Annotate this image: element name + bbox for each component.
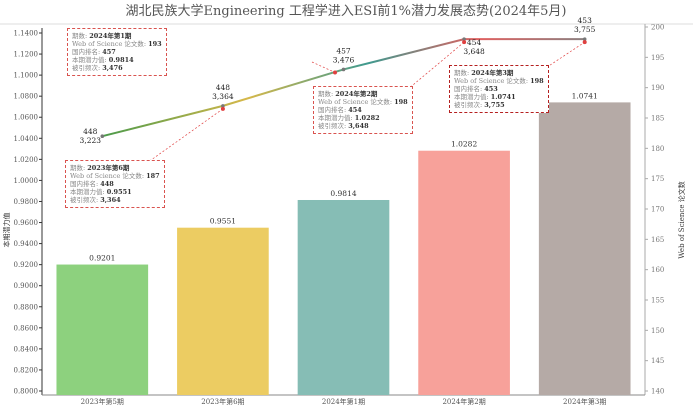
connector-arrow-icon [462,40,467,45]
citation-label: 3,476 [333,55,355,64]
x-tick-label: 2024年第1期 [322,397,365,406]
y2-tick-label: 165 [651,236,664,244]
y2-tick-label: 195 [651,54,664,62]
y-tick-label: 0.9800 [14,198,39,206]
citation-label: 3,755 [574,25,596,34]
rank-label: 457 [336,46,351,55]
y2-tick-label: 145 [651,357,664,365]
y2-tick-label: 140 [651,388,664,396]
tooltip-2024-2: 期数: 2024年第2期 Web of Science 论文数: 198 国内排… [313,86,413,134]
y2-tick-label: 180 [651,145,664,153]
y2-tick-label: 190 [651,84,664,92]
bar-label: 1.0282 [451,140,477,149]
line-point [582,37,587,41]
citation-label: 3,648 [463,47,485,56]
y2-tick-label: 185 [651,115,664,123]
citation-label: 3,364 [212,92,234,101]
bar [538,102,631,395]
x-tick-label: 2024年第2期 [442,397,485,406]
rank-label: 448 [216,83,231,92]
y-tick-label: 0.8600 [14,324,39,332]
y2-axis-label: Web of Science 论文数 [677,181,686,258]
bar-label: 0.9814 [330,189,356,198]
bar-label: 0.9551 [210,217,236,226]
tooltip-connector [311,61,336,73]
y2-tick-label: 175 [651,175,664,183]
x-tick-label: 2023年第5期 [81,397,124,406]
tooltip-2023-6: 期数: 2023年第6期 Web of Science 论文数: 187 国内排… [65,160,165,208]
bar [297,199,390,395]
y-tick-label: 0.9000 [14,282,39,290]
tooltip-2024-1: 期数: 2024年第1期 Web of Science 论文数: 193 国内排… [67,28,167,76]
line-point [221,104,225,108]
rank-label: 448 [83,127,98,136]
y-tick-label: 1.0800 [14,93,39,101]
chart-title: 湖北民族大学Engineering 工程学进入ESI前1%潜力发展态势(2024… [126,3,567,19]
citation-label: 3,223 [80,136,102,145]
y-tick-label: 1.1000 [14,72,39,80]
y2-tick-label: 200 [651,24,664,32]
bar [177,227,269,395]
line-point [100,134,105,138]
y2-tick-label: 155 [651,297,664,305]
tooltip-2024-3: 期数: 2024年第3期 Web of Science 论文数: 198 国内排… [449,65,549,113]
y-tick-label: 0.8400 [14,345,39,353]
y-tick-label: 1.1200 [14,51,39,59]
x-tick-label: 2024年第3期 [563,397,606,406]
y-tick-label: 1.0400 [14,135,39,143]
y2-tick-label: 160 [651,266,664,274]
y-tick-label: 0.8200 [14,366,39,374]
bar-label: 1.0741 [572,91,598,100]
connector-arrow-icon [582,40,587,45]
connector-arrow-icon [333,70,337,75]
y-tick-label: 1.1400 [14,30,39,38]
line-point [341,67,346,72]
y-tick-label: 0.8000 [14,388,39,396]
rank-label: 453 [578,16,593,25]
tooltip-connector [394,41,465,101]
y-tick-label: 1.0600 [14,114,39,122]
y-tick-label: 1.0000 [14,177,39,185]
bar [56,264,149,395]
y-tick-label: 1.0200 [14,156,39,164]
y-tick-label: 0.9600 [14,219,39,227]
y-tick-label: 0.9400 [14,240,39,248]
y2-tick-label: 170 [651,206,664,214]
connector-arrow-icon [220,106,225,111]
y-tick-label: 0.9200 [14,261,39,269]
x-tick-label: 2023年第6期 [201,397,244,406]
y-tick-label: 0.8800 [14,303,39,311]
y2-tick-label: 150 [651,327,664,335]
y-axis-label: 本期潜力值 [2,213,11,248]
tooltip-connector [129,108,224,176]
line-point [462,37,466,41]
bar [418,150,510,395]
bar-label: 0.9201 [89,254,115,263]
rank-label: 454 [467,38,482,47]
